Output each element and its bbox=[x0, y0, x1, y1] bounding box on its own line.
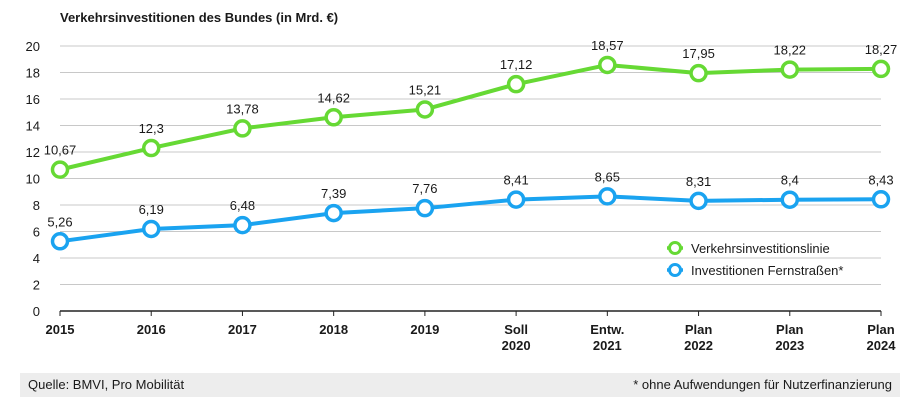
data-point bbox=[689, 191, 708, 211]
data-label: 18,27 bbox=[865, 42, 898, 57]
data-label: 13,78 bbox=[226, 101, 259, 116]
x-tick-label: 2022 bbox=[684, 338, 713, 353]
data-point bbox=[780, 60, 800, 79]
x-tick-label: 2021 bbox=[593, 338, 622, 353]
data-point bbox=[324, 108, 343, 127]
data-label: 18,57 bbox=[591, 38, 624, 53]
y-tick-label: 0 bbox=[33, 304, 40, 319]
data-point bbox=[598, 187, 617, 206]
y-tick-label: 12 bbox=[26, 145, 40, 160]
data-point bbox=[50, 160, 70, 179]
x-tick-label: 2024 bbox=[867, 338, 897, 353]
x-tick-label: 2017 bbox=[228, 322, 257, 337]
footer: Quelle: BMVI, Pro Mobilität * ohne Aufwe… bbox=[20, 373, 900, 397]
data-label: 7,76 bbox=[412, 181, 437, 196]
x-tick-label: Plan bbox=[685, 322, 713, 337]
data-point bbox=[233, 215, 252, 235]
data-label: 10,67 bbox=[44, 143, 77, 158]
data-label: 12,3 bbox=[139, 121, 164, 136]
legend-marker bbox=[668, 263, 682, 277]
data-label: 14,62 bbox=[317, 90, 350, 105]
footnote: * ohne Aufwendungen für Nutzerfinanzieru… bbox=[633, 377, 892, 392]
source-note: Quelle: BMVI, Pro Mobilität bbox=[28, 377, 185, 392]
series-line-verkehrsinvestitionslinie bbox=[59, 62, 882, 172]
data-label: 17,12 bbox=[500, 57, 533, 72]
data-label: 7,39 bbox=[321, 186, 346, 201]
legend-marker bbox=[668, 241, 682, 255]
y-tick-label: 18 bbox=[26, 66, 40, 81]
chart: Verkehrsinvestitionen des Bundes (in Mrd… bbox=[26, 10, 898, 353]
data-label: 6,48 bbox=[230, 198, 255, 213]
x-tick-label: 2015 bbox=[46, 322, 75, 337]
data-point bbox=[233, 119, 252, 138]
x-tick-label: 2020 bbox=[502, 338, 531, 353]
data-point bbox=[871, 190, 891, 209]
data-point bbox=[598, 55, 617, 75]
y-tick-label: 4 bbox=[33, 251, 40, 266]
data-point bbox=[780, 190, 800, 209]
legend-label: Investitionen Fernstraßen* bbox=[691, 263, 843, 278]
data-point bbox=[506, 190, 526, 209]
y-tick-label: 10 bbox=[26, 172, 40, 187]
data-label: 8,31 bbox=[686, 174, 711, 189]
y-tick-label: 8 bbox=[33, 198, 40, 213]
legend-label: Verkehrsinvestitionslinie bbox=[691, 241, 830, 256]
series-line-fernstrassen bbox=[59, 194, 882, 244]
chart-title: Verkehrsinvestitionen des Bundes (in Mrd… bbox=[60, 10, 339, 25]
y-tick-label: 20 bbox=[26, 39, 40, 54]
x-tick-label: Entw. bbox=[590, 322, 624, 337]
data-label: 8,43 bbox=[868, 172, 893, 187]
data-point bbox=[324, 203, 343, 223]
y-tick-label: 14 bbox=[26, 119, 40, 134]
data-label: 8,4 bbox=[781, 173, 799, 188]
data-point bbox=[871, 59, 891, 79]
data-point bbox=[415, 100, 435, 119]
data-label: 5,26 bbox=[47, 214, 72, 229]
data-label: 17,95 bbox=[682, 46, 715, 61]
data-label: 8,41 bbox=[503, 173, 528, 188]
data-label: 6,19 bbox=[139, 202, 164, 217]
data-point bbox=[689, 63, 708, 83]
y-tick-label: 6 bbox=[33, 225, 40, 240]
data-point bbox=[506, 74, 526, 94]
data-label: 18,22 bbox=[774, 43, 807, 58]
y-tick-label: 16 bbox=[26, 92, 40, 107]
data-point bbox=[50, 232, 70, 251]
chart-svg: 0 2 4 6 8 10 12 14 16 18 20 2015 2016 2017 2018 2019 Sol… bbox=[26, 38, 898, 353]
x-tick-label: Plan bbox=[776, 322, 804, 337]
data-point bbox=[415, 198, 435, 218]
data-label: 15,21 bbox=[409, 82, 442, 97]
x-tick-label: 2023 bbox=[775, 338, 804, 353]
data-label: 8,65 bbox=[595, 169, 620, 184]
data-point bbox=[141, 219, 161, 239]
data-point bbox=[141, 138, 161, 158]
x-tick-label: 2016 bbox=[137, 322, 166, 337]
x-tick-label: Plan bbox=[867, 322, 895, 337]
x-tick-label: 2019 bbox=[410, 322, 439, 337]
x-tick-label: Soll bbox=[504, 322, 528, 337]
y-tick-label: 2 bbox=[33, 278, 40, 293]
x-tick-label: 2018 bbox=[319, 322, 348, 337]
